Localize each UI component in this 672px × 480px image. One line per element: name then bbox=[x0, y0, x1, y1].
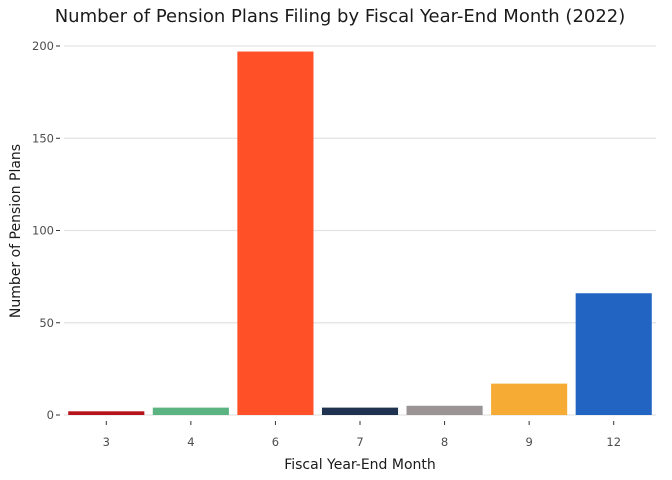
bar-month-7 bbox=[321, 407, 399, 415]
bar-month-8 bbox=[406, 405, 483, 415]
y-axis: 0 50 100 150 200 bbox=[32, 39, 60, 422]
y-axis-title: Number of Pension Plans bbox=[8, 144, 24, 318]
y-tick-label: 100 bbox=[32, 224, 54, 238]
gridlines bbox=[64, 45, 656, 416]
bars bbox=[68, 51, 652, 415]
x-axis: 3 4 6 7 8 9 12 bbox=[103, 421, 621, 449]
x-axis-title: Fiscal Year-End Month bbox=[284, 457, 436, 473]
x-tick-label: 7 bbox=[356, 435, 363, 449]
bar-month-9 bbox=[491, 383, 568, 415]
y-tick-label: 200 bbox=[32, 39, 54, 53]
bar-month-12 bbox=[575, 293, 652, 415]
chart-title: Number of Pension Plans Filing by Fiscal… bbox=[55, 6, 626, 27]
y-tick-label: 0 bbox=[47, 408, 54, 422]
x-tick-label: 6 bbox=[272, 435, 279, 449]
x-tick-label: 4 bbox=[187, 435, 194, 449]
x-tick-label: 8 bbox=[441, 435, 448, 449]
x-tick-label: 9 bbox=[525, 435, 532, 449]
y-tick-label: 150 bbox=[32, 131, 54, 145]
x-tick-label: 12 bbox=[606, 435, 621, 449]
y-tick-label: 50 bbox=[39, 316, 54, 330]
bar-month-4 bbox=[152, 407, 229, 415]
bar-month-3 bbox=[68, 411, 145, 415]
bar-month-6 bbox=[237, 51, 314, 415]
x-tick-label: 3 bbox=[103, 435, 110, 449]
